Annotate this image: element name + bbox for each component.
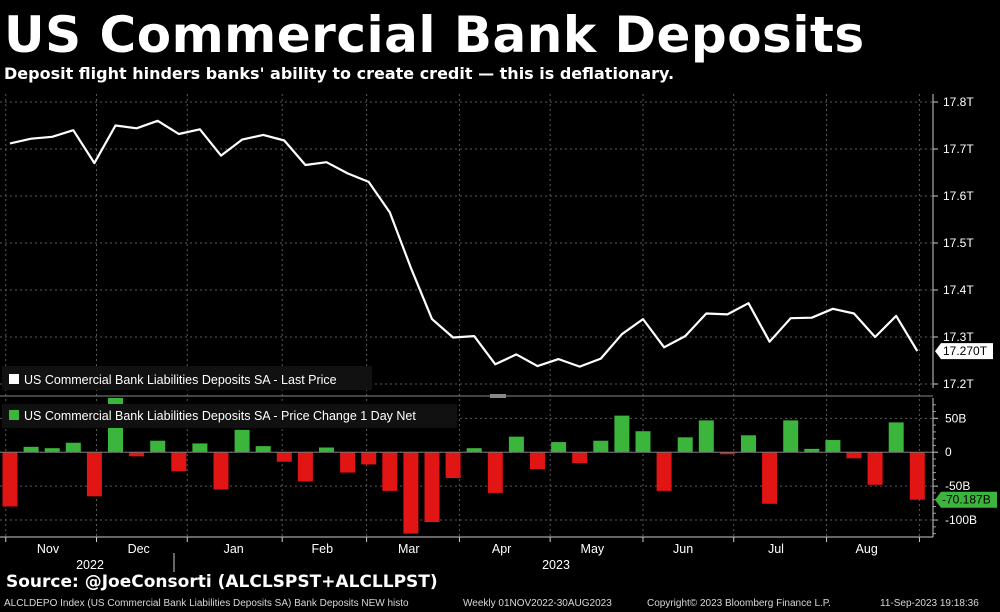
- bar: [361, 452, 377, 465]
- bar: [445, 452, 461, 479]
- x-month-label: Mar: [398, 542, 420, 556]
- bar: [382, 452, 398, 491]
- bar: [909, 452, 925, 500]
- last-change-label: -70.187B: [942, 493, 991, 507]
- x-month-label: Nov: [37, 542, 60, 556]
- panel-splitter-handle: [490, 394, 506, 398]
- bar: [150, 440, 166, 453]
- bottom-tick-label: 50B: [945, 411, 966, 425]
- bar: [698, 420, 714, 453]
- bar: [677, 437, 693, 453]
- bar: [656, 452, 672, 491]
- footer-copyright: Copyright© 2023 Bloomberg Finance L.P.: [647, 598, 831, 609]
- top-tick-label: 17.8T: [943, 95, 974, 109]
- bar: [741, 435, 756, 453]
- bar: [65, 442, 81, 453]
- source-credit: Source: @JoeConsorti (ALCLSPST+ALCLLPST): [6, 572, 438, 592]
- top-tick-label: 17.3T: [943, 330, 974, 344]
- line-legend-swatch: [9, 374, 19, 384]
- bar: [276, 452, 292, 462]
- line-legend-box: [2, 366, 372, 390]
- x-month-label: Apr: [492, 542, 511, 556]
- last-change-tag: [935, 491, 997, 508]
- line-legend-label: US Commercial Bank Liabilities Deposits …: [24, 373, 337, 387]
- bar: [129, 452, 145, 457]
- bar: [403, 452, 419, 534]
- bar: [255, 446, 271, 453]
- chart-subtitle: Deposit flight hinders banks' ability to…: [4, 64, 675, 83]
- bar: [23, 446, 39, 453]
- top-tick-label: 17.6T: [943, 189, 974, 203]
- footer-timestamp: 11-Sep-2023 19:18:36: [880, 598, 979, 609]
- top-tick-label: 17.4T: [943, 283, 974, 297]
- deposits-line: [9, 119, 919, 368]
- x-year-label: 2023: [542, 558, 570, 572]
- bar: [319, 447, 334, 453]
- last-price-tag: [935, 343, 993, 360]
- bar-legend-box: [2, 404, 457, 428]
- chart-title: US Commercial Bank Deposits: [4, 6, 865, 64]
- bar: [888, 422, 904, 453]
- x-month-label: Aug: [856, 542, 878, 556]
- x-month-label: Jul: [768, 542, 784, 556]
- bar: [192, 443, 208, 453]
- bar: [487, 452, 503, 493]
- bar: [719, 452, 735, 455]
- bottom-tick-label: 0: [945, 445, 952, 459]
- bar: [635, 431, 651, 453]
- x-month-label: Dec: [128, 542, 150, 556]
- chart-area: 17.8T 17.7T 17.6T 17.5T 17.4T 17.3T 17.2T 50B 0 -…: [0, 94, 997, 572]
- bar: [234, 429, 250, 453]
- bar: [530, 452, 545, 470]
- bar: [846, 452, 862, 459]
- bar: [297, 452, 313, 482]
- bottom-tick-label: -100B: [945, 513, 977, 527]
- bottom-tick-label: -50B: [945, 479, 970, 493]
- top-tick-label: 17.7T: [943, 142, 974, 156]
- bar: [213, 452, 229, 490]
- bar-legend-swatch: [9, 410, 19, 420]
- top-tick-label: 17.2T: [943, 377, 974, 391]
- last-price-label: 17.270T: [943, 344, 988, 358]
- bar: [804, 448, 820, 453]
- bar: [762, 452, 778, 504]
- x-month-label: Jun: [673, 542, 693, 556]
- bar: [424, 452, 440, 523]
- bar: [466, 448, 482, 453]
- footer-range-text: Weekly 01NOV2022-30AUG2023: [463, 598, 612, 609]
- x-year-label: 2022: [76, 558, 104, 572]
- bar: [44, 448, 60, 453]
- bar-legend-label: US Commercial Bank Liabilities Deposits …: [24, 409, 416, 423]
- footer-bar: ALCLDEPO Index (US Commercial Bank Liabi…: [0, 597, 1000, 612]
- top-tick-label: 17.5T: [943, 236, 974, 250]
- bar: [171, 452, 187, 472]
- bar: [783, 420, 799, 453]
- bar: [551, 442, 567, 453]
- bar: [867, 452, 883, 485]
- footer-index-text: ALCLDEPO Index (US Commercial Bank Liabi…: [4, 598, 409, 609]
- bar: [508, 436, 524, 453]
- bar: [340, 452, 356, 473]
- bar: [2, 452, 18, 507]
- bar: [86, 452, 102, 497]
- bar: [572, 452, 588, 464]
- x-month-label: May: [581, 542, 605, 556]
- x-month-label: Feb: [312, 542, 334, 556]
- bar: [593, 440, 609, 453]
- bar: [614, 415, 630, 453]
- x-month-label: Jan: [224, 542, 244, 556]
- bar: [825, 440, 841, 453]
